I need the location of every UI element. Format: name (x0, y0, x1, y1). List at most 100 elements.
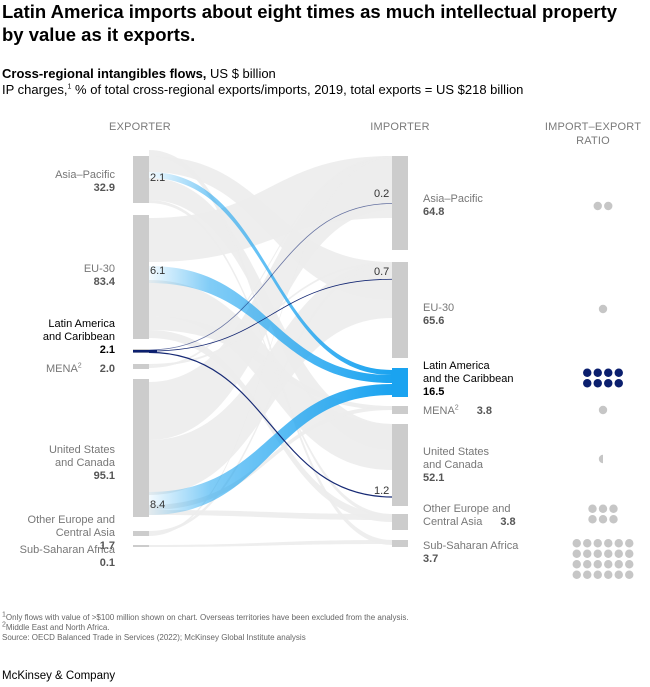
chart-title: Latin America imports about eight times … (2, 1, 618, 45)
exporter-name-line: Sub-Saharan Africa (19, 544, 115, 556)
ratio-dot (583, 379, 592, 388)
ratio-dot (593, 560, 602, 569)
ratio-dot (583, 560, 592, 569)
footnote-ref-1: 1 (67, 83, 72, 91)
importer-node-sub-saharan-africa (392, 540, 408, 547)
ratio-dot (598, 515, 608, 524)
exporter-name-line: Latin America (48, 318, 115, 330)
flow-value-label: 6.1 (150, 265, 165, 277)
ratio-dot (593, 539, 602, 548)
importer-name-line: EU-30 (423, 302, 455, 314)
importer-name-line: United States (423, 446, 490, 458)
importer-name-line: Asia–Pacific (423, 193, 483, 205)
importer-value: 65.6 (423, 315, 445, 327)
exporter-name-line: Asia–Pacific (55, 169, 115, 181)
ratio-dot (604, 560, 613, 569)
ratio-dot (583, 539, 592, 548)
exporter-name-line: United States (48, 444, 115, 456)
exporter-label-sub-saharan-africa: Sub-Saharan Africa 0.1 (20, 544, 115, 570)
flow-eu-30-to-latam (149, 266, 392, 383)
ratio-header-line2: RATIO (576, 135, 610, 147)
background-flow-12 (149, 262, 392, 534)
exporter-value: 0.1 (99, 557, 115, 569)
ratio-dot (593, 379, 602, 388)
source-note: Source: OECD Balanced Trade in Services … (2, 633, 306, 642)
subtitle-line2-a: IP charges, (2, 82, 68, 97)
ratio-dot (593, 570, 602, 579)
exporter-value: 95.1 (93, 470, 115, 482)
exporter-label-other-europe-and-central-asia: Other Europe and Central Asia 1.7 (28, 514, 115, 553)
ratio-dot (614, 539, 623, 548)
background-flow-14 (149, 262, 392, 366)
background-flow-7 (149, 330, 392, 522)
background-flow-11 (149, 510, 392, 520)
flow-united-states-and-canada-to-latam (149, 384, 392, 515)
exporter-name-line: Central Asia (55, 527, 115, 539)
ratio-dot (593, 549, 602, 558)
subtitle-bold: Cross-regional intangibles flows, (2, 66, 207, 81)
ratio-dot (614, 368, 623, 377)
importer-node-united-states-and-canada (392, 424, 408, 506)
importer-label-united-states-and-canada: United States and Canada 52.1 (423, 446, 489, 485)
footnote-2: 2Middle East and North Africa. (2, 621, 110, 633)
ratio-dot (583, 368, 592, 377)
ratio-dot (614, 570, 623, 579)
ratio-dot (604, 549, 613, 558)
ratio-dot (604, 368, 613, 377)
exporter-name-line: EU-30 (83, 263, 115, 275)
importer-name-line: and the Caribbean (423, 373, 514, 385)
importer-value: 64.8 (423, 206, 445, 218)
background-flow-8 (149, 156, 392, 440)
footnote-2-text: Middle East and North Africa. (5, 623, 110, 632)
footnote-1: 1Only flows with value of >$100 million … (2, 611, 409, 623)
exporter-header: EXPORTER (109, 121, 171, 133)
ratio-dot (614, 549, 623, 558)
flow-asia-pacific-to-latam (149, 172, 392, 375)
exporter-value: 83.4 (93, 276, 115, 288)
exporter-name-line: MENA (46, 363, 78, 375)
brand-logo-text: McKinsey & Company (2, 670, 116, 682)
importer-node-eu-30 (392, 262, 408, 358)
importer-value: 3.7 (423, 553, 439, 565)
importer-node-mena (392, 406, 408, 414)
subtitle-line2-b: % of total cross-regional exports/import… (71, 82, 524, 97)
exporter-label-mena: MENA2 2.0 (46, 362, 115, 376)
footnote-2-marker: 2 (2, 621, 6, 629)
background-flow-9 (149, 262, 392, 495)
ratio-dot (572, 570, 581, 579)
importer-name-line: MENA (423, 405, 455, 417)
ratio-header: IMPORT–EXPORT RATIO (538, 120, 648, 148)
background-flow-15 (149, 156, 392, 368)
ratio-dot (609, 515, 618, 524)
importer-name-line: Other Europe and (423, 503, 511, 515)
importer-name-line: Latin America (423, 360, 490, 372)
exporter-node-asia-pacific (133, 156, 149, 203)
importer-label-eu-30: EU-30 65.6 (423, 302, 454, 328)
ratio-dot (572, 549, 581, 558)
flow-value-label: 0.2 (374, 188, 389, 200)
ratio-dot (625, 570, 634, 579)
exporter-value: 2.1 (99, 344, 115, 356)
exporter-node-sub-saharan-africa (133, 545, 149, 547)
exporter-name-line: Other Europe and (27, 514, 115, 526)
importer-label-sub-saharan-africa: Sub-Saharan Africa 3.7 (423, 540, 518, 566)
ratio-dot (583, 549, 592, 558)
ratio-dot (604, 379, 613, 388)
exporter-node-latam-marker (133, 350, 157, 353)
flow-latam-to-united-states-and-canada (148, 351, 393, 498)
sankey-chart: 2.1 6.1 8.4 0.2 0.7 1.2 (133, 150, 634, 579)
ratio-dot (572, 539, 581, 548)
ratio-header-line1: IMPORT–EXPORT (544, 121, 642, 133)
importer-label-other-europe-and-central-asia: Other Europe and Central Asia 3.8 (423, 503, 516, 529)
exporter-name-line: and Canada (55, 457, 115, 469)
ratio-dot-half (598, 454, 603, 464)
ratio-dot (609, 504, 618, 513)
exporter-value: 32.9 (93, 182, 115, 194)
importer-value: 16.5 (423, 386, 445, 398)
ratio-dot (614, 560, 623, 569)
ratio-dot (583, 570, 592, 579)
flow-value-label: 2.1 (150, 172, 165, 184)
exporter-label-latin-america-and-caribbean: Latin America and Caribbean 2.1 (43, 318, 115, 357)
flow-value-label: 1.2 (374, 485, 389, 497)
exporter-node-united-states-and-canada (133, 379, 149, 517)
